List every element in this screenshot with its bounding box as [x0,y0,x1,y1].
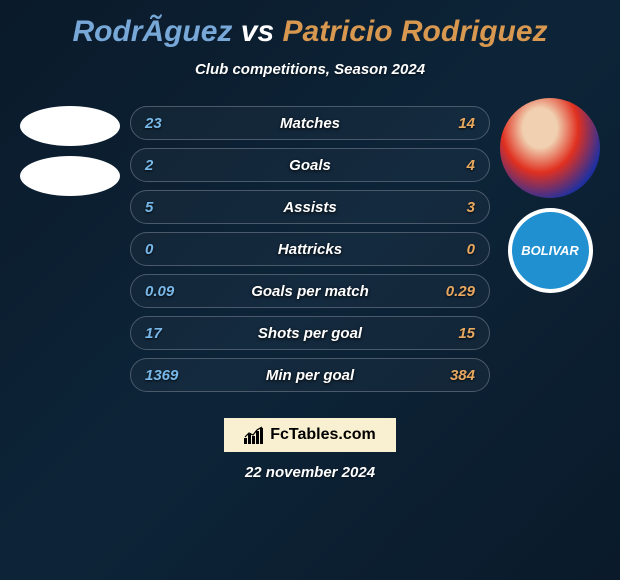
stat-label: Goals [205,157,415,174]
stat-right-value: 14 [415,115,475,132]
chart-icon [244,426,264,444]
stat-right-value: 4 [415,157,475,174]
stat-left-value: 5 [145,199,205,216]
right-player-images: BOLIVAR [490,98,610,293]
subtitle: Club competitions, Season 2024 [195,61,425,78]
stat-row-min-per-goal: 1369 Min per goal 384 [130,358,490,392]
stat-label: Hattricks [205,241,415,258]
stat-label: Assists [205,199,415,216]
stat-left-value: 0.09 [145,283,205,300]
stat-right-value: 0 [415,241,475,258]
stat-left-value: 23 [145,115,205,132]
player-left-name: RodrÃ­guez [72,15,232,48]
footer-brand: FcTables.com [224,418,396,452]
stat-row-goals: 2 Goals 4 [130,148,490,182]
stat-left-value: 0 [145,241,205,258]
vs-separator: vs [241,15,274,48]
player-right-name: Patricio Rodriguez [283,15,548,48]
left-player-photo-placeholder [20,106,120,146]
infographic-container: RodrÃ­guez vs Patricio Rodriguez Club co… [0,0,620,580]
right-team-logo: BOLIVAR [508,208,593,293]
stat-right-value: 3 [415,199,475,216]
stat-row-hattricks: 0 Hattricks 0 [130,232,490,266]
right-player-photo [500,98,600,198]
stat-right-value: 0.29 [415,283,475,300]
content-area: 23 Matches 14 2 Goals 4 5 Assists 3 0 Ha… [0,98,620,400]
stat-left-value: 1369 [145,367,205,384]
left-player-images [10,98,130,196]
stat-row-assists: 5 Assists 3 [130,190,490,224]
stat-label: Shots per goal [205,325,415,342]
stat-label: Matches [205,115,415,132]
stat-right-value: 384 [415,367,475,384]
stat-left-value: 17 [145,325,205,342]
stat-label: Goals per match [205,283,415,300]
stat-label: Min per goal [205,367,415,384]
team-logo-text: BOLIVAR [521,243,579,258]
stat-row-goals-per-match: 0.09 Goals per match 0.29 [130,274,490,308]
stat-row-shots-per-goal: 17 Shots per goal 15 [130,316,490,350]
footer-brand-text: FcTables.com [270,426,376,444]
stats-list: 23 Matches 14 2 Goals 4 5 Assists 3 0 Ha… [130,98,490,400]
stat-right-value: 15 [415,325,475,342]
date: 22 november 2024 [245,464,375,481]
left-team-logo-placeholder [20,156,120,196]
comparison-title: RodrÃ­guez vs Patricio Rodriguez [72,15,547,49]
stat-left-value: 2 [145,157,205,174]
stat-row-matches: 23 Matches 14 [130,106,490,140]
